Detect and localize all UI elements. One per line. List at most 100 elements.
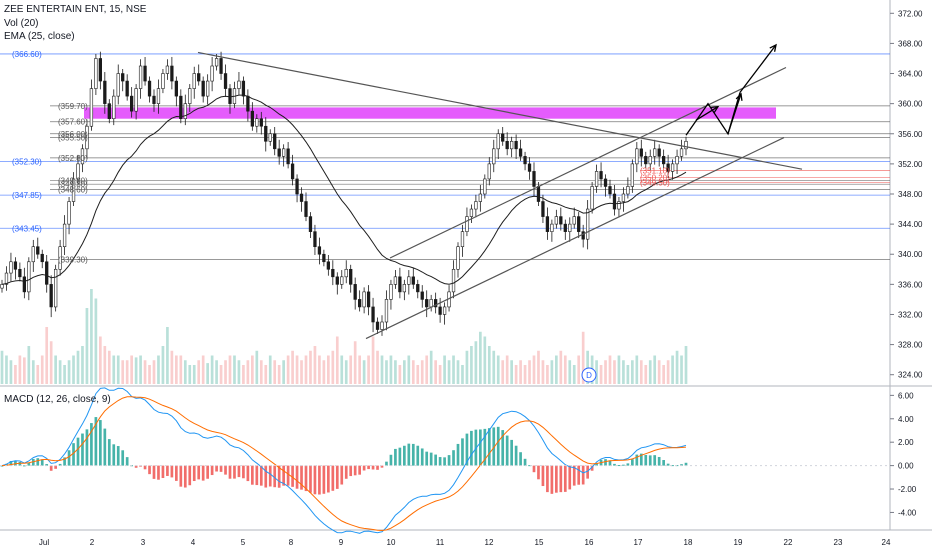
- candle-body: [380, 321, 384, 330]
- macd-tick-label: 0.00: [898, 462, 914, 471]
- candle-body: [331, 268, 335, 278]
- candle-body: [594, 171, 599, 187]
- macd-histogram-bar: [116, 446, 120, 466]
- macd-histogram-bar: [309, 465, 312, 493]
- volume-bar: [344, 360, 348, 384]
- candle-body: [416, 284, 420, 293]
- macd-histogram-bar: [318, 465, 321, 495]
- price-tick-label: 336.00: [898, 280, 923, 289]
- macd-histogram-bar: [228, 465, 232, 479]
- ema-line: [1, 94, 687, 285]
- price-tick-label: 364.00: [898, 70, 923, 79]
- candle-body: [550, 223, 554, 232]
- macd-histogram-bar: [40, 459, 44, 466]
- macd-histogram-bar: [371, 465, 375, 470]
- macd-histogram-bar: [403, 445, 406, 466]
- macd-histogram-bar: [639, 453, 643, 466]
- candle-body: [684, 140, 688, 150]
- time-tick-label: 22: [784, 538, 793, 547]
- volume-bar: [103, 346, 107, 384]
- candle-body: [201, 80, 205, 97]
- volume-bar: [286, 355, 290, 384]
- candle-body: [197, 73, 201, 82]
- volume-bar: [483, 336, 487, 384]
- candle-body: [219, 58, 223, 74]
- macd-histogram-bar: [608, 460, 612, 466]
- candle-body: [13, 261, 18, 270]
- macd-histogram-bar: [425, 451, 429, 466]
- volume-bar: [99, 336, 102, 384]
- volume-bar: [461, 365, 464, 384]
- price-tick-label: 332.00: [898, 310, 923, 319]
- candle-body: [335, 276, 339, 285]
- price-tag-label: (339.30): [58, 256, 88, 265]
- macd-histogram-bar: [264, 465, 268, 488]
- macd-histogram-bar: [447, 455, 451, 466]
- candle-body: [4, 272, 9, 285]
- volume-bar: [438, 365, 442, 384]
- candle-body: [228, 88, 232, 104]
- volume-bar: [403, 360, 406, 384]
- volume-bar: [170, 350, 174, 384]
- volume-bar: [394, 360, 397, 384]
- macd-histogram-bar: [438, 457, 442, 466]
- candle-body: [18, 268, 22, 278]
- volume-bar: [631, 360, 634, 384]
- macd-histogram-bar: [532, 465, 536, 473]
- time-tick-label: 3: [141, 538, 146, 547]
- volume-bar: [411, 360, 415, 384]
- candle-body: [590, 186, 594, 210]
- macd-histogram-bar: [166, 465, 169, 476]
- macd-histogram-bar: [161, 465, 165, 479]
- descending-trendline: [197, 51, 803, 170]
- volume-bar: [134, 357, 138, 384]
- macd-histogram-bar: [242, 465, 245, 479]
- macd-histogram-bar: [291, 465, 294, 487]
- macd-histogram-bar: [367, 465, 370, 470]
- candle-body: [487, 163, 491, 180]
- candle-body: [286, 148, 290, 165]
- time-tick-label: 8: [289, 538, 294, 547]
- candle-body: [308, 216, 313, 232]
- candle-body: [653, 148, 657, 157]
- volume-bar: [295, 355, 299, 384]
- volume-bar: [514, 365, 518, 384]
- macd-histogram-bar: [237, 465, 241, 478]
- projection-arrow: [727, 93, 742, 134]
- macd-histogram-bar: [648, 455, 652, 466]
- volume-bar: [31, 360, 35, 384]
- macd-histogram-bar: [635, 454, 639, 466]
- macd-tick-label: 2.00: [898, 438, 914, 447]
- macd-histogram-bar: [604, 459, 607, 466]
- volume-bar: [206, 363, 209, 384]
- volume-bar: [537, 350, 540, 384]
- candle-body: [62, 223, 67, 248]
- volume-bar: [385, 360, 388, 384]
- candle-body: [295, 178, 299, 195]
- price-tick-label: 344.00: [898, 220, 923, 229]
- candle-body: [523, 156, 527, 165]
- candle-body: [54, 268, 58, 308]
- macd-histogram-bar: [67, 450, 71, 466]
- candle-body: [465, 216, 469, 232]
- ema-label: EMA (25, close): [4, 31, 75, 42]
- macd-histogram-bar: [14, 460, 17, 466]
- volume-bar: [304, 355, 308, 384]
- macd-histogram-bar: [85, 429, 89, 466]
- volume-bar: [54, 355, 57, 384]
- volume-bar: [210, 355, 214, 384]
- price-tag-label: (347.85): [12, 191, 42, 200]
- macd-histogram-bar: [353, 465, 357, 476]
- macd-histogram-bar: [653, 455, 657, 466]
- volume-bar: [251, 355, 254, 384]
- macd-histogram-bar: [215, 465, 218, 472]
- projection-arrow: [739, 44, 777, 93]
- volume-bar: [648, 360, 652, 384]
- volume-bar: [639, 360, 643, 384]
- macd-histogram-bar: [465, 433, 469, 466]
- macd-histogram-bar: [456, 443, 460, 466]
- candle-body: [40, 253, 44, 263]
- volume-bar: [175, 355, 178, 384]
